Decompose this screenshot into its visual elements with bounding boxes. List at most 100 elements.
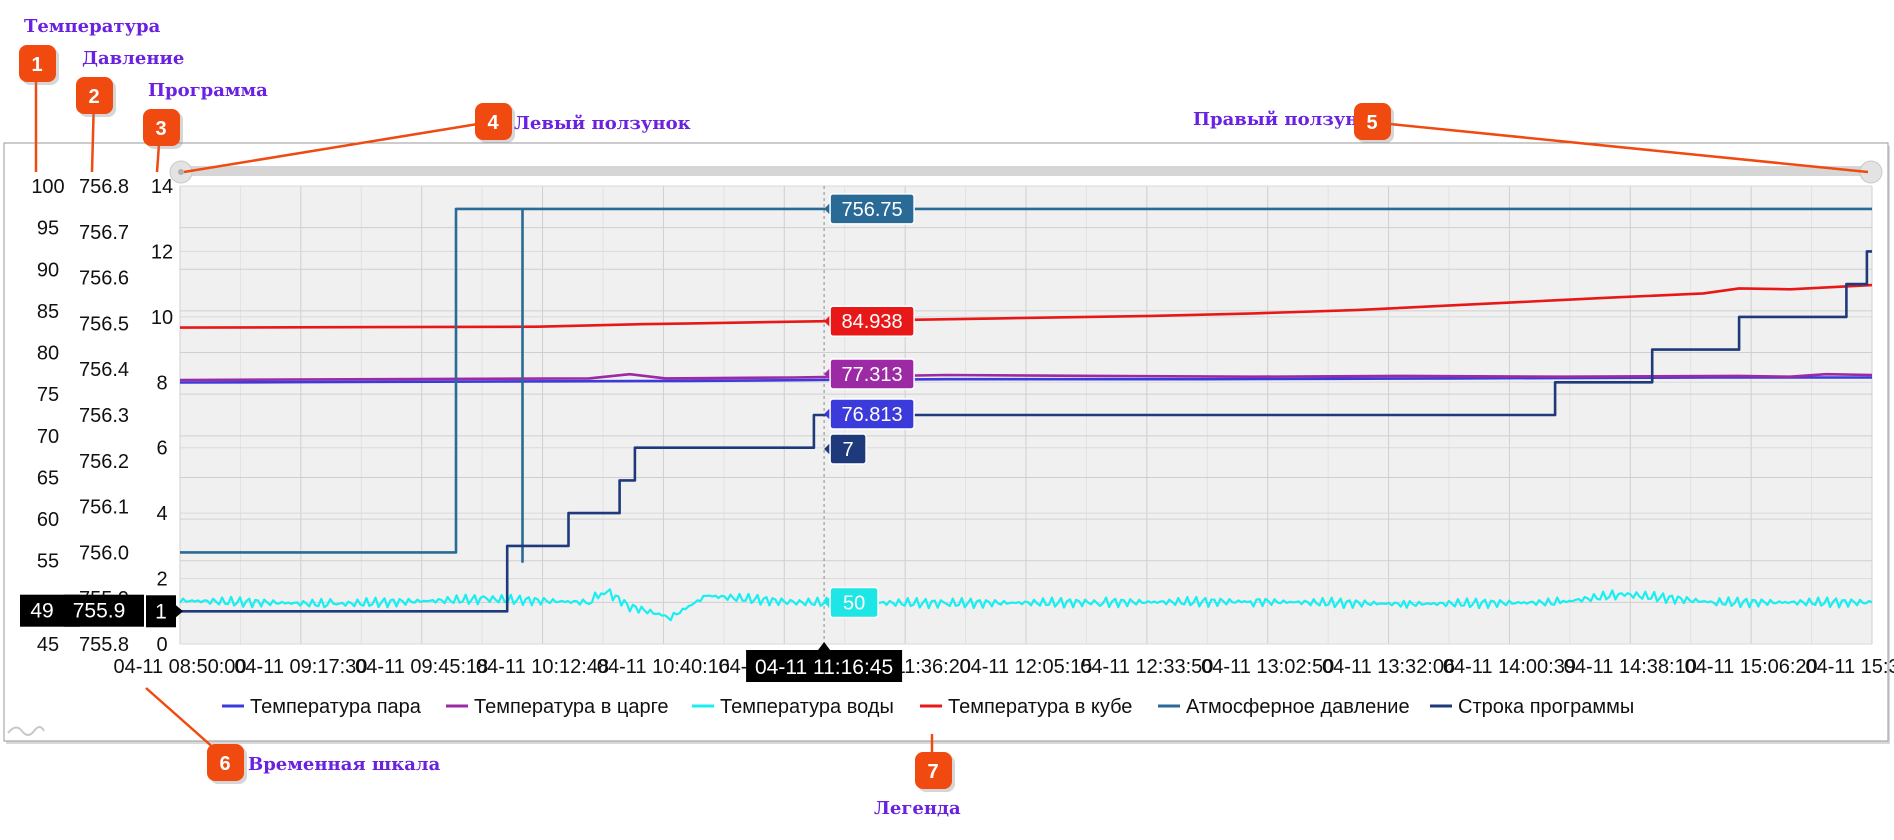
marker-number: 1 xyxy=(31,54,42,76)
legend[interactable]: Температура пара Температура в царге Темпе… xyxy=(222,696,1634,718)
marker-number: 7 xyxy=(927,761,938,783)
temperature-tick-label: 65 xyxy=(37,467,59,489)
x-tick-label: 04-11 10:12:48 xyxy=(476,656,609,678)
legend-item-pressure[interactable]: Атмосферное давление xyxy=(1158,696,1410,718)
pressure-tick-label: 756.1 xyxy=(79,497,129,519)
annotation-marker-4: 4 xyxy=(475,103,515,143)
x-tick-label: 04-11 13:02:50 xyxy=(1201,656,1334,678)
value-badges: 756.75 84.938 77.313 76.813 7 50 xyxy=(824,193,915,619)
marker-box xyxy=(19,45,56,82)
value-badge-text-tsarga: 77.313 xyxy=(841,364,902,386)
pressure-tick-label: 755.8 xyxy=(79,634,129,656)
range-slider[interactable] xyxy=(169,160,1883,184)
badge-pointer-program xyxy=(824,443,831,455)
x-tick-label: 04-11 10:40:16 xyxy=(597,656,730,678)
legend-item-program[interactable]: Строка программы xyxy=(1430,696,1634,718)
program-tick-label: 0 xyxy=(156,634,167,656)
program-tick-label: 6 xyxy=(156,438,167,460)
value-badge-text-program: 7 xyxy=(843,439,854,461)
annotation-left-slider: Левый ползунок xyxy=(514,113,691,134)
pressure-tick-label: 756.6 xyxy=(79,268,129,290)
marker-number: 4 xyxy=(487,112,499,134)
program-tick-label: 8 xyxy=(156,372,167,394)
leader-line-5 xyxy=(1369,120,1869,174)
pressure-tick-label: 756.0 xyxy=(79,542,129,564)
legend-label: Температура в кубе xyxy=(948,696,1132,718)
cursor-time-pointer xyxy=(818,642,831,650)
annotation-marker-5: 5 xyxy=(1354,103,1394,143)
leader-line-4 xyxy=(183,120,491,174)
legend-label: Температура в царге xyxy=(474,696,669,718)
badge-pointer-steam xyxy=(824,407,831,420)
pressure-tick-label: 756.3 xyxy=(79,405,129,427)
temperature-tick-label: 80 xyxy=(37,343,59,365)
annotation-temperature: Температура xyxy=(24,16,161,37)
leader-line-6 xyxy=(145,687,217,751)
pressure-tick-label: 756.4 xyxy=(79,359,129,381)
cursor-program-pointer xyxy=(176,605,183,618)
temperature-tick-label: 75 xyxy=(37,384,59,406)
temperature-tick-label: 45 xyxy=(37,634,59,656)
series-line-cube xyxy=(179,283,1873,329)
program-tick-label: 12 xyxy=(151,241,173,263)
annotation-marker-3: 3 xyxy=(143,109,183,149)
legend-item-cube[interactable]: Температура в кубе xyxy=(920,696,1132,718)
temperature-tick-label: 55 xyxy=(37,551,59,573)
x-tick-label: 04-11 14:00:39 xyxy=(1443,656,1576,678)
annotation-marker-6: 6 xyxy=(207,744,247,784)
value-badge-text-pressure: 756.75 xyxy=(841,199,902,221)
x-tick-label: 04-11 08:50:00 xyxy=(113,656,246,678)
pressure-tick-label: 756.7 xyxy=(79,222,129,244)
annotation-marker-7: 7 xyxy=(915,752,955,792)
x-tick-label: 04-11 09:17:30 xyxy=(234,656,367,678)
badge-pointer-tsarga xyxy=(824,368,831,381)
legend-item-tsarga[interactable]: Температура в царге xyxy=(446,696,669,718)
marker-number: 2 xyxy=(88,86,99,108)
program-tick-label: 10 xyxy=(151,307,173,329)
badge-pointer-pressure xyxy=(824,202,831,215)
annotation-marker-2: 2 xyxy=(76,77,116,117)
chart-frame xyxy=(3,142,1890,744)
x-tick-label: 04-11 09:45:18 xyxy=(355,656,488,678)
legend-item-water[interactable]: Температура воды xyxy=(692,696,894,718)
marker-box xyxy=(207,744,244,781)
cursor-pressure-label: 755.9 xyxy=(73,600,126,623)
temperature-tick-label: 90 xyxy=(37,259,59,281)
cursor-pressure-box xyxy=(64,594,144,627)
series-line-tsarga xyxy=(179,372,1873,382)
legend-label: Температура пара xyxy=(250,696,422,718)
cursor-program-box xyxy=(146,595,176,628)
temperature-tick-label: 95 xyxy=(37,218,59,240)
value-badge-text-steam: 76.813 xyxy=(841,404,902,426)
program-tick-label: 14 xyxy=(151,176,173,198)
marker-box xyxy=(76,77,113,114)
value-badge-cube xyxy=(829,305,915,337)
chart-logo-icon xyxy=(7,726,45,736)
badge-pointer-cube xyxy=(824,315,831,328)
annotation-timeline: Временная шкала xyxy=(248,754,441,775)
program-tick-label: 4 xyxy=(156,503,167,525)
series-lines xyxy=(179,207,1873,622)
x-tick-label: 04-11 12:33:50 xyxy=(1080,656,1213,678)
marker-number: 3 xyxy=(155,118,166,140)
value-badge-steam xyxy=(829,398,915,430)
annotation-pressure: Давление xyxy=(82,48,184,69)
value-badge-water xyxy=(829,586,879,619)
x-tick-label: 04-11 15:33:00 xyxy=(1805,656,1894,678)
marker-box xyxy=(143,109,180,146)
annotation-right-slider: Правый ползунок xyxy=(1193,109,1383,130)
pressure-tick-label: 756.5 xyxy=(79,313,129,335)
x-tick-label: 04-11 14:38:10 xyxy=(1564,656,1697,678)
legend-label: Строка программы xyxy=(1458,696,1634,718)
marker-box xyxy=(915,752,952,789)
slider-track[interactable] xyxy=(180,166,1872,176)
legend-item-steam[interactable]: Температура пара xyxy=(222,696,422,718)
cursor-readouts: 04-11 11:16:45 49 755.9 1 xyxy=(20,594,903,682)
value-badge-text-water: 50 xyxy=(843,593,865,615)
value-badge-pressure xyxy=(829,193,915,225)
value-badge-tsarga xyxy=(829,358,915,390)
cursor-program-label: 1 xyxy=(155,600,167,623)
value-badge-program xyxy=(829,433,867,465)
